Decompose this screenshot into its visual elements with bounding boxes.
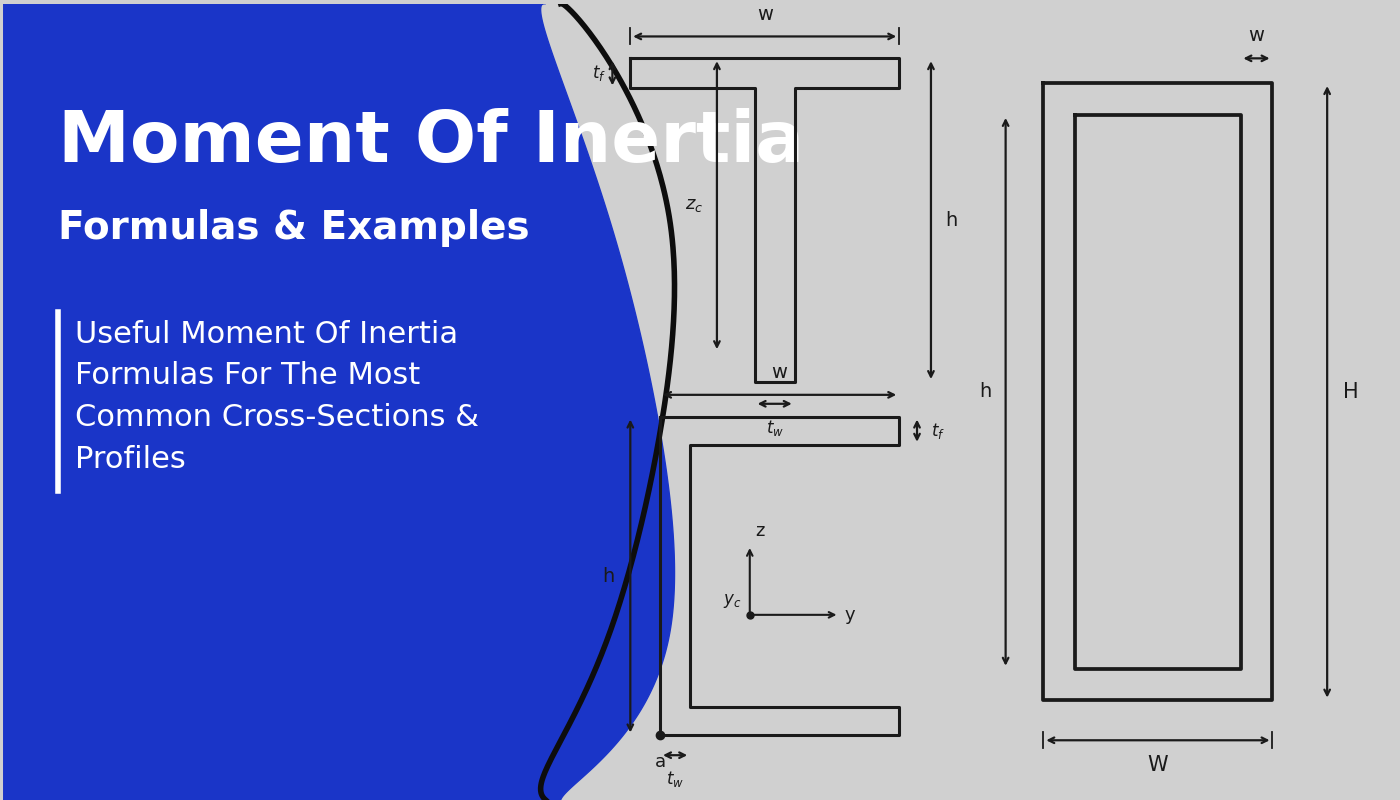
Text: Useful Moment Of Inertia: Useful Moment Of Inertia bbox=[74, 320, 458, 349]
Text: h: h bbox=[602, 566, 615, 586]
Text: w: w bbox=[771, 363, 788, 382]
Text: z: z bbox=[756, 522, 766, 540]
Text: $t_w$: $t_w$ bbox=[766, 418, 784, 438]
Text: y: y bbox=[844, 606, 855, 624]
Text: w: w bbox=[1249, 26, 1264, 46]
Text: Formulas For The Most: Formulas For The Most bbox=[74, 362, 420, 390]
Text: $y_c$: $y_c$ bbox=[724, 592, 742, 610]
Text: Moment Of Inertia: Moment Of Inertia bbox=[57, 109, 804, 178]
Text: h: h bbox=[980, 382, 991, 402]
Text: $t_w$: $t_w$ bbox=[666, 769, 685, 789]
Polygon shape bbox=[3, 3, 675, 800]
Text: Common Cross-Sections &: Common Cross-Sections & bbox=[74, 403, 479, 432]
Text: h: h bbox=[945, 210, 958, 230]
Text: W: W bbox=[1148, 755, 1168, 775]
Text: $z_c$: $z_c$ bbox=[685, 196, 703, 214]
Text: $t_f$: $t_f$ bbox=[592, 63, 606, 83]
Text: Formulas & Examples: Formulas & Examples bbox=[57, 209, 529, 246]
Text: Profiles: Profiles bbox=[74, 445, 186, 474]
Text: w: w bbox=[757, 5, 773, 23]
Text: a: a bbox=[655, 754, 666, 771]
Text: H: H bbox=[1343, 382, 1359, 402]
Text: $t_f$: $t_f$ bbox=[931, 421, 945, 441]
